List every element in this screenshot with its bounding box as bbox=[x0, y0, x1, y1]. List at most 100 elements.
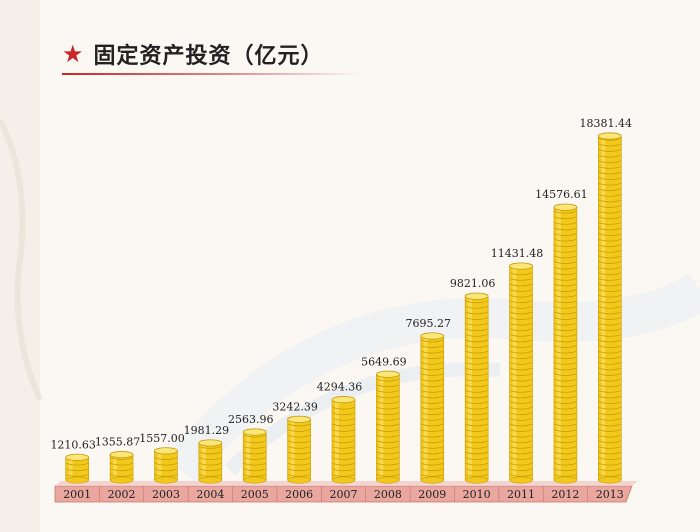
coin-edge-line bbox=[598, 328, 622, 332]
coin-edge-line bbox=[598, 356, 622, 360]
coin-edge-line bbox=[376, 390, 400, 393]
coin-edge-line bbox=[154, 462, 178, 466]
coin-edge-line bbox=[198, 446, 222, 449]
coin-edge-line bbox=[465, 306, 489, 309]
coin-edge-line bbox=[598, 345, 622, 348]
coin-stack-bottom bbox=[376, 476, 400, 484]
coin-edge-line bbox=[509, 356, 533, 360]
coin-edge-line bbox=[465, 384, 489, 388]
coin-edge-line bbox=[420, 418, 444, 421]
coin-edge-line bbox=[376, 451, 400, 455]
value-label: 9821.06 bbox=[450, 277, 496, 290]
coin-edge-line bbox=[287, 429, 311, 432]
coin-edge-line bbox=[553, 328, 578, 332]
coin-edge-line bbox=[509, 322, 533, 326]
coin-edge-line bbox=[553, 462, 578, 466]
coin-edge-line bbox=[465, 311, 489, 315]
coin-edge-line bbox=[109, 457, 134, 460]
coin-edge-line bbox=[376, 384, 400, 388]
coin-edge-line bbox=[376, 418, 400, 421]
coin-edge-line bbox=[598, 451, 622, 455]
coin-edge-line bbox=[598, 199, 622, 203]
value-label: 18381.44 bbox=[580, 117, 633, 130]
coin-edge-line bbox=[465, 423, 489, 427]
coin-edge-line bbox=[598, 233, 622, 236]
coin-stack-top bbox=[154, 447, 178, 455]
coin-edge-line bbox=[243, 451, 267, 455]
star-icon: ★ bbox=[62, 40, 84, 68]
coin-edge-line bbox=[465, 401, 489, 404]
coin-edge-line bbox=[598, 300, 622, 304]
bar-2003 bbox=[154, 447, 178, 484]
coin-edge-line bbox=[420, 356, 444, 360]
coin-edge-line bbox=[598, 446, 622, 449]
coin-edge-line bbox=[287, 457, 311, 460]
coin-edge-line bbox=[420, 462, 444, 466]
coin-stack-bottom bbox=[198, 476, 223, 484]
coin-edge-line bbox=[553, 423, 578, 427]
coin-edge-line bbox=[553, 322, 578, 326]
coin-edge-line bbox=[109, 468, 134, 472]
coin-edge-line bbox=[553, 283, 578, 287]
coin-edge-line bbox=[553, 362, 578, 365]
coin-edge-line bbox=[553, 367, 578, 371]
coin-stack-top bbox=[287, 415, 312, 423]
coin-edge-line bbox=[598, 457, 622, 460]
coin-edge-line bbox=[553, 238, 578, 242]
coin-edge-line bbox=[331, 406, 356, 410]
coin-stack-top bbox=[553, 203, 578, 211]
coin-stack-top bbox=[509, 262, 533, 270]
coin-edge-line bbox=[420, 429, 444, 432]
title-underline bbox=[62, 73, 362, 75]
coin-edge-line bbox=[598, 322, 622, 326]
bar-2002 bbox=[109, 451, 134, 484]
chart-header: ★ 固定资产投资（亿元） bbox=[62, 34, 324, 74]
coin-edge-line bbox=[598, 440, 622, 444]
coin-edge-line bbox=[598, 216, 622, 220]
coin-edge-line bbox=[598, 384, 622, 388]
coin-stack-bottom bbox=[331, 476, 356, 484]
coin-edge-line bbox=[553, 451, 578, 455]
coin-edge-line bbox=[598, 278, 622, 281]
coin-edge-line bbox=[331, 446, 356, 449]
coin-edge-line bbox=[598, 350, 622, 354]
coin-stack-highlight bbox=[335, 399, 339, 480]
coin-edge-line bbox=[598, 378, 622, 382]
coin-edge-line bbox=[243, 434, 267, 438]
coin-edge-line bbox=[553, 294, 578, 298]
coin-edge-line bbox=[198, 468, 222, 472]
coin-edge-line bbox=[553, 210, 578, 214]
coin-edge-line bbox=[376, 446, 400, 449]
coin-stack-bottom bbox=[65, 476, 89, 484]
x-tick-label: 2013 bbox=[596, 488, 624, 501]
bar-2010 bbox=[464, 292, 489, 484]
coin-edge-line bbox=[420, 474, 444, 477]
coin-edge-line bbox=[465, 457, 489, 460]
coin-edge-line bbox=[420, 345, 444, 348]
coin-edge-line bbox=[553, 373, 578, 376]
coin-edge-line bbox=[509, 294, 533, 298]
coin-edge-line bbox=[553, 233, 578, 236]
coin-edge-line bbox=[553, 412, 578, 416]
coin-stack-bottom bbox=[464, 476, 489, 484]
coin-stack-bottom bbox=[287, 476, 311, 484]
coin-edge-line bbox=[509, 272, 533, 276]
coin-edge-line bbox=[420, 412, 444, 416]
coin-edge-line bbox=[420, 350, 444, 354]
coin-edge-line bbox=[598, 434, 622, 438]
coin-edge-line bbox=[376, 462, 400, 466]
coin-edge-line bbox=[154, 468, 178, 472]
coin-edge-line bbox=[420, 446, 444, 449]
coin-edge-line bbox=[509, 468, 533, 472]
coin-edge-line bbox=[331, 457, 356, 460]
coin-edge-line bbox=[598, 261, 622, 264]
coin-edge-line bbox=[553, 345, 578, 348]
coin-stack-top bbox=[464, 292, 489, 300]
coin-edge-line bbox=[598, 406, 622, 410]
coin-edge-line bbox=[598, 244, 622, 248]
x-tick-label: 2005 bbox=[241, 488, 269, 501]
x-tick-label: 2002 bbox=[108, 488, 136, 501]
coin-edge-line bbox=[287, 434, 311, 438]
coin-edge-line bbox=[598, 390, 622, 393]
